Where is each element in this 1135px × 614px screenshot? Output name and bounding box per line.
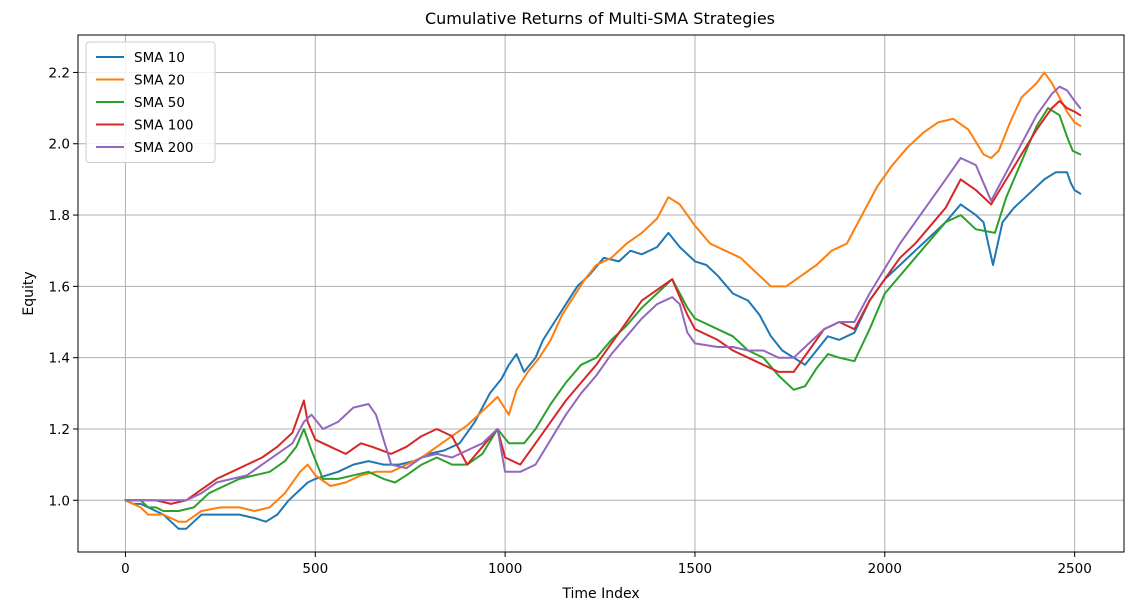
legend-label: SMA 50 [134,95,185,111]
legend-label: SMA 10 [134,50,185,66]
x-tick-label: 1500 [678,561,712,577]
x-tick-label: 2000 [868,561,902,577]
x-tick-label: 2500 [1057,561,1091,577]
y-tick-label: 1.6 [49,279,70,295]
y-tick-label: 1.4 [49,351,70,367]
y-tick-label: 1.8 [49,208,70,224]
x-tick-label: 1000 [488,561,522,577]
series-line-sma-200 [124,85,1082,502]
y-tick-label: 2.0 [49,137,70,153]
y-axis-label: Equity [21,271,37,315]
legend-label: SMA 200 [134,140,194,156]
y-tick-label: 1.2 [49,422,70,438]
series-layer [124,71,1082,530]
x-tick-label: 500 [302,561,328,577]
chart-title: Cumulative Returns of Multi-SMA Strategi… [425,9,775,28]
legend-label: SMA 20 [134,73,185,89]
series-line-sma-100 [124,100,1082,505]
x-tick-label: 0 [121,561,130,577]
legend: SMA 10 SMA 20 SMA 50 SMA 100 SMA 200 [85,41,216,163]
grid [78,35,1124,552]
legend-box [85,41,216,163]
y-tick-label: 2.2 [49,65,70,81]
legend-label: SMA 100 [134,118,194,134]
series-line-sma-20 [124,71,1082,523]
plot-frame [77,34,1125,553]
y-tick-label: 1.0 [49,493,70,509]
ticks: 0 500 1000 1500 2000 2500 1.0 1.2 1.4 1.6 1.8 2.0 2.… [49,65,1092,577]
series-line-sma-50 [124,107,1082,512]
x-axis-label: Time Index [561,586,639,602]
